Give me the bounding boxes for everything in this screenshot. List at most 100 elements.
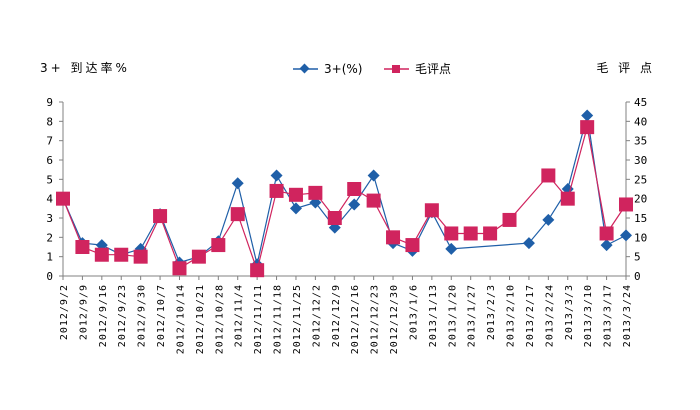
x-tick-label: 2012/10/14 <box>175 284 186 354</box>
data-point-square <box>250 263 265 278</box>
data-point-diamond <box>270 169 283 182</box>
data-point-square <box>308 185 323 200</box>
x-tick-label: 2012/12/9 <box>331 284 342 347</box>
right-tick-label: 25 <box>634 173 647 186</box>
data-point-square <box>327 211 342 225</box>
data-point-square <box>405 238 420 253</box>
x-tick-label: 2012/9/2 <box>59 284 70 340</box>
right-tick-label: 40 <box>634 115 647 128</box>
right-tick-label: 30 <box>634 154 647 167</box>
left-tick-label: 2 <box>46 231 53 244</box>
x-tick-label: 2012/12/2 <box>311 284 322 347</box>
left-tick-label: 4 <box>46 193 53 206</box>
x-tick-label: 2013/3/3 <box>564 284 575 340</box>
data-point-square <box>211 238 226 253</box>
data-point-square <box>56 191 70 206</box>
series-1 <box>57 109 632 271</box>
data-point-square <box>133 249 148 264</box>
x-tick-label: 2013/1/20 <box>447 284 458 347</box>
right-tick-label: 10 <box>634 231 647 244</box>
data-point-square <box>580 120 595 135</box>
x-tick-label: 2013/2/17 <box>525 284 536 347</box>
data-point-square <box>541 168 556 183</box>
data-point-diamond <box>445 242 458 255</box>
data-point-diamond <box>542 213 555 226</box>
legend-label-series-1: 3+(%) <box>324 62 362 76</box>
x-tick-label: 2012/11/4 <box>234 284 245 347</box>
data-point-diamond <box>348 198 361 211</box>
x-tick-label: 2013/3/24 <box>622 284 633 347</box>
left-tick-label: 3 <box>46 212 53 225</box>
data-point-diamond <box>522 237 535 250</box>
legend-marker-square <box>392 65 400 73</box>
data-point-diamond <box>289 202 302 215</box>
left-tick-label: 7 <box>46 135 53 148</box>
plot-area <box>56 109 633 278</box>
data-point-square <box>463 226 478 241</box>
right-tick-label: 45 <box>634 96 647 109</box>
data-point-square <box>94 247 109 262</box>
x-tick-label: 2012/9/9 <box>78 284 89 340</box>
x-tick-label: 2012/10/21 <box>195 284 206 354</box>
series-2 <box>56 120 633 278</box>
data-point-diamond <box>581 109 594 122</box>
x-tick-label: 2013/3/10 <box>583 284 594 347</box>
data-point-square <box>502 212 517 227</box>
data-point-square <box>366 193 381 208</box>
x-tick-label: 2013/2/24 <box>544 284 555 347</box>
data-point-square <box>172 261 187 276</box>
data-point-diamond <box>620 229 632 242</box>
data-point-diamond <box>367 169 380 182</box>
data-point-square <box>191 249 206 264</box>
data-point-square <box>114 247 129 262</box>
x-tick-label: 2012/11/25 <box>292 284 303 354</box>
right-axis-title: 毛 评 点 <box>596 61 655 75</box>
x-tick-label: 2012/11/11 <box>253 284 264 354</box>
data-point-square <box>560 191 575 206</box>
x-tick-label: 2012/9/16 <box>98 284 109 347</box>
right-tick-label: 15 <box>634 212 647 225</box>
x-tick-label: 2012/12/30 <box>389 284 400 354</box>
legend: 3+(%) 毛评点 <box>293 62 451 76</box>
x-tick-label: 2013/3/17 <box>603 284 614 347</box>
left-axis-title: 3+ 到达率% <box>40 60 130 75</box>
x-tick-label: 2013/2/10 <box>506 284 517 347</box>
x-tick-label: 2012/10/7 <box>156 284 167 347</box>
data-point-square <box>153 209 168 224</box>
x-tick-label: 2013/2/3 <box>486 284 497 340</box>
x-tick-label: 2013/1/6 <box>408 284 419 340</box>
data-point-square <box>75 240 90 254</box>
data-point-square <box>599 226 614 241</box>
left-tick-label: 0 <box>46 270 53 283</box>
left-tick-label: 9 <box>46 96 53 109</box>
left-tick-label: 5 <box>46 173 53 186</box>
right-tick-label: 20 <box>634 193 647 206</box>
x-tick-label: 2012/12/16 <box>350 284 361 354</box>
data-point-square <box>444 226 459 241</box>
data-point-square <box>288 187 303 202</box>
right-tick-label: 35 <box>634 135 647 148</box>
data-point-square <box>347 182 362 196</box>
data-point-diamond <box>231 177 244 190</box>
data-point-square <box>269 183 284 198</box>
x-tick-label: 2012/10/28 <box>214 284 225 354</box>
data-point-square <box>483 226 498 241</box>
data-point-square <box>386 230 401 245</box>
x-tick-label: 2012/9/23 <box>117 284 128 347</box>
legend-marker-diamond <box>299 63 310 74</box>
data-point-square <box>424 203 439 218</box>
left-tick-label: 1 <box>46 251 53 264</box>
right-tick-label: 5 <box>634 251 641 264</box>
data-point-square <box>619 197 633 212</box>
legend-label-series-2: 毛评点 <box>415 62 451 76</box>
series-line-2 <box>62 126 627 273</box>
left-tick-label: 6 <box>46 154 53 167</box>
x-tick-label: 2012/11/18 <box>273 284 284 354</box>
x-tick-label: 2013/1/13 <box>428 284 439 347</box>
right-tick-label: 0 <box>634 270 641 283</box>
x-tick-label: 2012/9/30 <box>137 284 148 347</box>
left-tick-label: 8 <box>46 115 53 128</box>
